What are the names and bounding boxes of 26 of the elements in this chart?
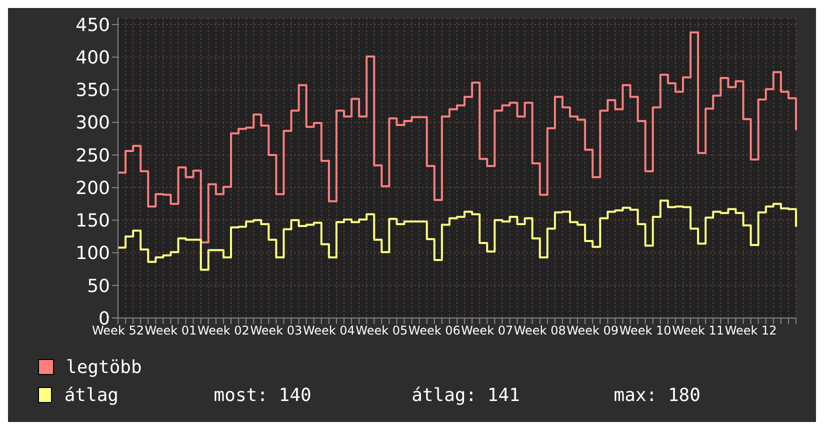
x-tick-label: Week 06 <box>408 324 460 338</box>
x-tick-label: Week 08 <box>514 324 566 338</box>
y-tick-label: 100 <box>76 243 110 264</box>
x-tick-label: Week 11 <box>672 324 724 338</box>
x-tick-label: Week 04 <box>302 324 355 338</box>
x-tick-label: Week 09 <box>566 324 619 338</box>
legend-label: legtöbb <box>66 356 143 378</box>
y-tick-label: 350 <box>76 80 110 102</box>
text: max: 180 <box>614 384 702 406</box>
y-tick-label: 200 <box>76 178 110 199</box>
y-tick-label: 400 <box>76 48 110 69</box>
x-tick-label: Week 02 <box>197 324 250 338</box>
x-tick-label: Week 07 <box>461 324 514 338</box>
y-tick-label: 50 <box>87 276 110 297</box>
legend-label: átlag <box>64 384 120 406</box>
text: átlag: 141 <box>412 384 521 406</box>
x-tick-label: Week 10 <box>619 324 672 338</box>
y-tick-label: 250 <box>76 145 110 166</box>
x-tick-label: Week 03 <box>250 324 302 338</box>
x-tick-label: Week 12 <box>724 324 777 338</box>
x-tick-label: Week 01 <box>144 324 197 338</box>
x-tick-label: Week 05 <box>356 324 408 338</box>
y-tick-label: 300 <box>76 112 110 134</box>
text: most: 140 <box>214 384 312 406</box>
y-tick-label: 450 <box>76 14 110 36</box>
y-tick-label: 150 <box>76 210 110 232</box>
